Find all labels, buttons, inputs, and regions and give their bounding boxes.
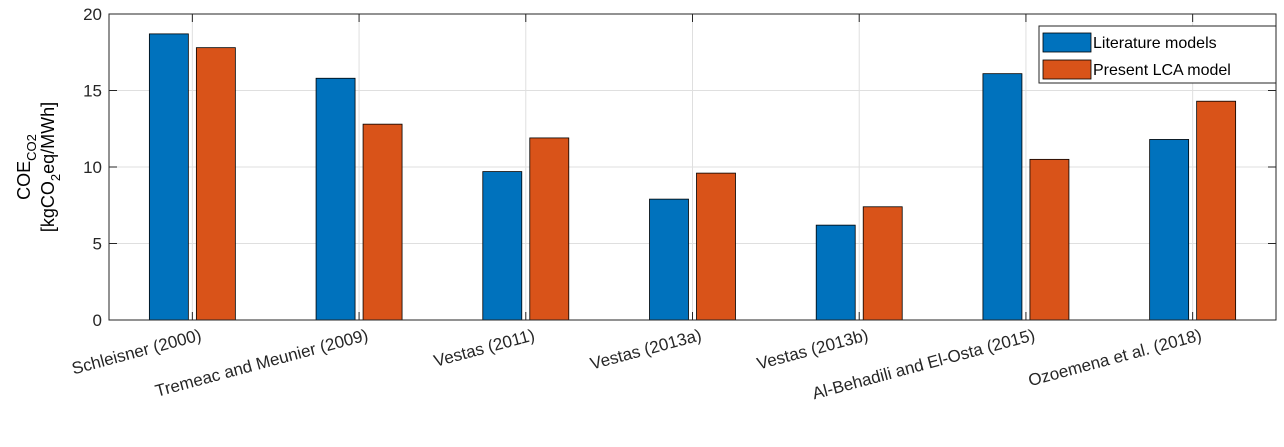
bar-literature: [982, 73, 1023, 321]
bar-present-lca: [862, 206, 903, 321]
y-tick-label: 10: [83, 158, 102, 177]
legend-label-present-lca: Present LCA model: [1093, 62, 1231, 79]
x-tick-label: Ozoemena et al. (2018): [1026, 326, 1203, 391]
bar-present-lca: [1029, 158, 1070, 321]
bar-literature: [315, 77, 356, 321]
y-tick-labels: 0 5 10 15 20: [83, 5, 102, 330]
y-tick-label: 5: [93, 235, 102, 254]
bar-literature: [649, 198, 689, 321]
x-tick-label: Vestas (2013b): [755, 326, 870, 374]
legend-swatch-present-lca: [1042, 59, 1092, 80]
y-axis-label: COECO2 [kgCO2eq/MWh]: [14, 102, 63, 232]
y-tick-label: 0: [93, 311, 102, 330]
y-axis-label-line2: [kgCO2eq/MWh]: [38, 102, 63, 232]
legend-swatch-literature: [1042, 32, 1092, 53]
bar-present-lca: [1196, 100, 1237, 321]
axes: [108, 13, 1277, 321]
grid-lines: [109, 14, 1276, 320]
bar-present-lca: [529, 137, 570, 321]
x-tick-labels: Schleisner (2000)Tremeac and Meunier (20…: [70, 326, 1204, 404]
x-tick-label: Vestas (2011): [432, 326, 537, 371]
bar-present-lca: [362, 123, 403, 321]
y-axis-label-line1: COECO2: [14, 134, 39, 200]
bar-literature: [1149, 139, 1190, 321]
bar-present-lca: [696, 172, 736, 321]
bars: [148, 33, 1237, 321]
bar-literature: [815, 224, 856, 321]
y-tick-label: 15: [83, 82, 102, 101]
legend-label-literature: Literature models: [1093, 35, 1217, 52]
y-tick-label: 20: [83, 5, 102, 24]
bar-literature: [482, 171, 523, 321]
bar-present-lca: [195, 47, 236, 321]
x-tick-label: Vestas (2013a): [588, 326, 703, 374]
bar-literature: [148, 33, 189, 321]
x-tick-label: Schleisner (2000): [70, 326, 204, 379]
legend: Literature models Present LCA model: [1038, 25, 1277, 84]
